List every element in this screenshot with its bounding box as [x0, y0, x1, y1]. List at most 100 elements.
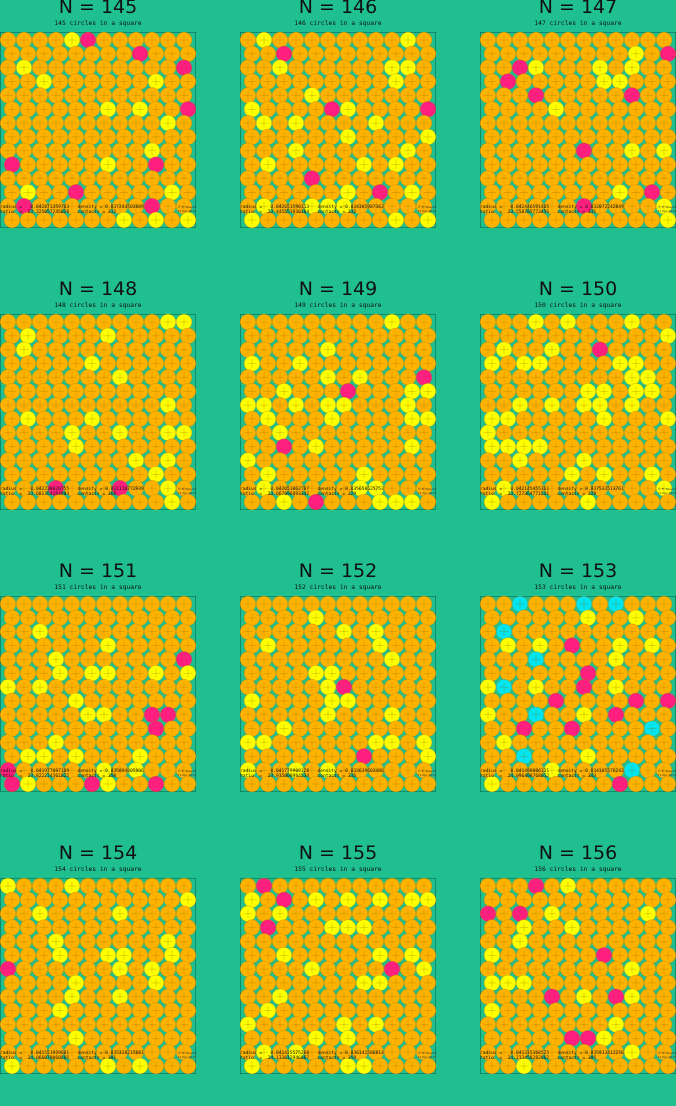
- contact-mark: [535, 978, 545, 988]
- contact-mark: [115, 599, 125, 609]
- contact-mark: [263, 696, 273, 706]
- contact-mark: [567, 950, 577, 960]
- contact-mark: [103, 978, 113, 988]
- contact-mark: [391, 950, 401, 960]
- contact-mark: [643, 400, 653, 410]
- contact-mark: [407, 950, 417, 960]
- contact-mark: [103, 49, 113, 59]
- contact-mark: [519, 1061, 529, 1071]
- contact-mark: [531, 1047, 541, 1057]
- contact-mark: [403, 1020, 413, 1029]
- contact-mark: [647, 1033, 657, 1043]
- contact-mark: [147, 35, 157, 45]
- contact-mark: [99, 682, 109, 692]
- packed-circle: [0, 961, 17, 978]
- contact-mark: [611, 936, 621, 946]
- contact-mark: [243, 400, 253, 410]
- contact-mark: [647, 77, 657, 86]
- contact-mark: [423, 724, 433, 734]
- contact-mark: [547, 654, 557, 664]
- contact-mark: [599, 187, 609, 197]
- contact-mark: [387, 738, 397, 747]
- contact-mark: [487, 923, 497, 932]
- contact-mark: [387, 35, 397, 45]
- contact-mark: [131, 35, 141, 45]
- contact-mark: [131, 1047, 141, 1057]
- contact-mark: [643, 201, 653, 211]
- stats-ratio-contacts: ratio = 23.325057245028 contacts = 312: [0, 210, 117, 216]
- contact-mark: [627, 881, 637, 891]
- contact-mark: [407, 215, 417, 225]
- contact-mark: [579, 936, 589, 946]
- contact-mark: [307, 118, 317, 128]
- contact-mark: [535, 779, 545, 789]
- contact-mark: [131, 738, 141, 747]
- contact-mark: [355, 881, 365, 891]
- contact-mark: [391, 978, 401, 988]
- contact-mark: [375, 386, 385, 396]
- contact-mark: [563, 682, 573, 692]
- circle-packing-square: [480, 314, 676, 510]
- contact-mark: [163, 456, 173, 465]
- contact-mark: [83, 174, 93, 183]
- contact-mark: [247, 779, 257, 789]
- contact-mark: [39, 1061, 49, 1071]
- contact-mark: [567, 751, 577, 761]
- contact-mark: [403, 201, 413, 211]
- contact-mark: [167, 386, 177, 396]
- contact-mark: [51, 1020, 61, 1029]
- contact-mark: [119, 1061, 129, 1071]
- contact-mark: [119, 187, 129, 197]
- contact-mark: [583, 497, 593, 507]
- packed-circle: [499, 73, 517, 90]
- contact-mark: [275, 174, 285, 183]
- contact-mark: [23, 1006, 33, 1016]
- contact-mark: [403, 90, 413, 100]
- contact-mark: [67, 456, 77, 465]
- contact-mark: [535, 49, 545, 59]
- contact-mark: [51, 118, 61, 128]
- contact-mark: [167, 469, 177, 479]
- contact-mark: [631, 1006, 641, 1016]
- contact-mark: [151, 104, 161, 114]
- contact-mark: [631, 386, 641, 396]
- contact-mark: [499, 765, 509, 775]
- contact-mark: [663, 469, 673, 479]
- contact-mark: [407, 104, 417, 114]
- contact-mark: [371, 201, 381, 211]
- packed-circle: [527, 87, 545, 104]
- contact-mark: [163, 992, 173, 1002]
- contact-mark: [115, 710, 125, 720]
- contact-mark: [163, 201, 173, 211]
- contact-mark: [67, 90, 77, 100]
- circle-packing-square: [0, 878, 196, 1074]
- contact-mark: [295, 187, 305, 197]
- contact-mark: [615, 724, 625, 734]
- contact-mark: [163, 599, 173, 609]
- contact-mark: [519, 442, 529, 452]
- panel-stats: radius = 0.042446591405 density = 0.8320…: [480, 205, 676, 216]
- contact-mark: [583, 132, 593, 142]
- contact-mark: [519, 978, 529, 988]
- contact-mark: [615, 359, 625, 368]
- packed-circle: [643, 184, 661, 201]
- contact-mark: [83, 345, 93, 355]
- contact-mark: [3, 1020, 13, 1029]
- contact-mark: [71, 1006, 81, 1016]
- contact-mark: [659, 654, 669, 664]
- contact-mark: [115, 992, 125, 1002]
- contact-mark: [359, 668, 369, 678]
- contact-mark: [295, 1033, 305, 1043]
- contact-mark: [323, 428, 333, 438]
- contact-mark: [19, 345, 29, 355]
- contact-mark: [547, 964, 557, 974]
- contact-mark: [659, 35, 669, 45]
- contact-mark: [611, 1020, 621, 1029]
- contact-mark: [115, 400, 125, 410]
- contact-mark: [103, 497, 113, 507]
- packed-circle: [623, 87, 641, 104]
- panel-stats: radius = 0.041498886131 density = 0.8341…: [480, 769, 676, 780]
- contact-mark: [7, 668, 17, 678]
- contact-mark: [371, 599, 381, 609]
- contact-mark: [423, 751, 433, 761]
